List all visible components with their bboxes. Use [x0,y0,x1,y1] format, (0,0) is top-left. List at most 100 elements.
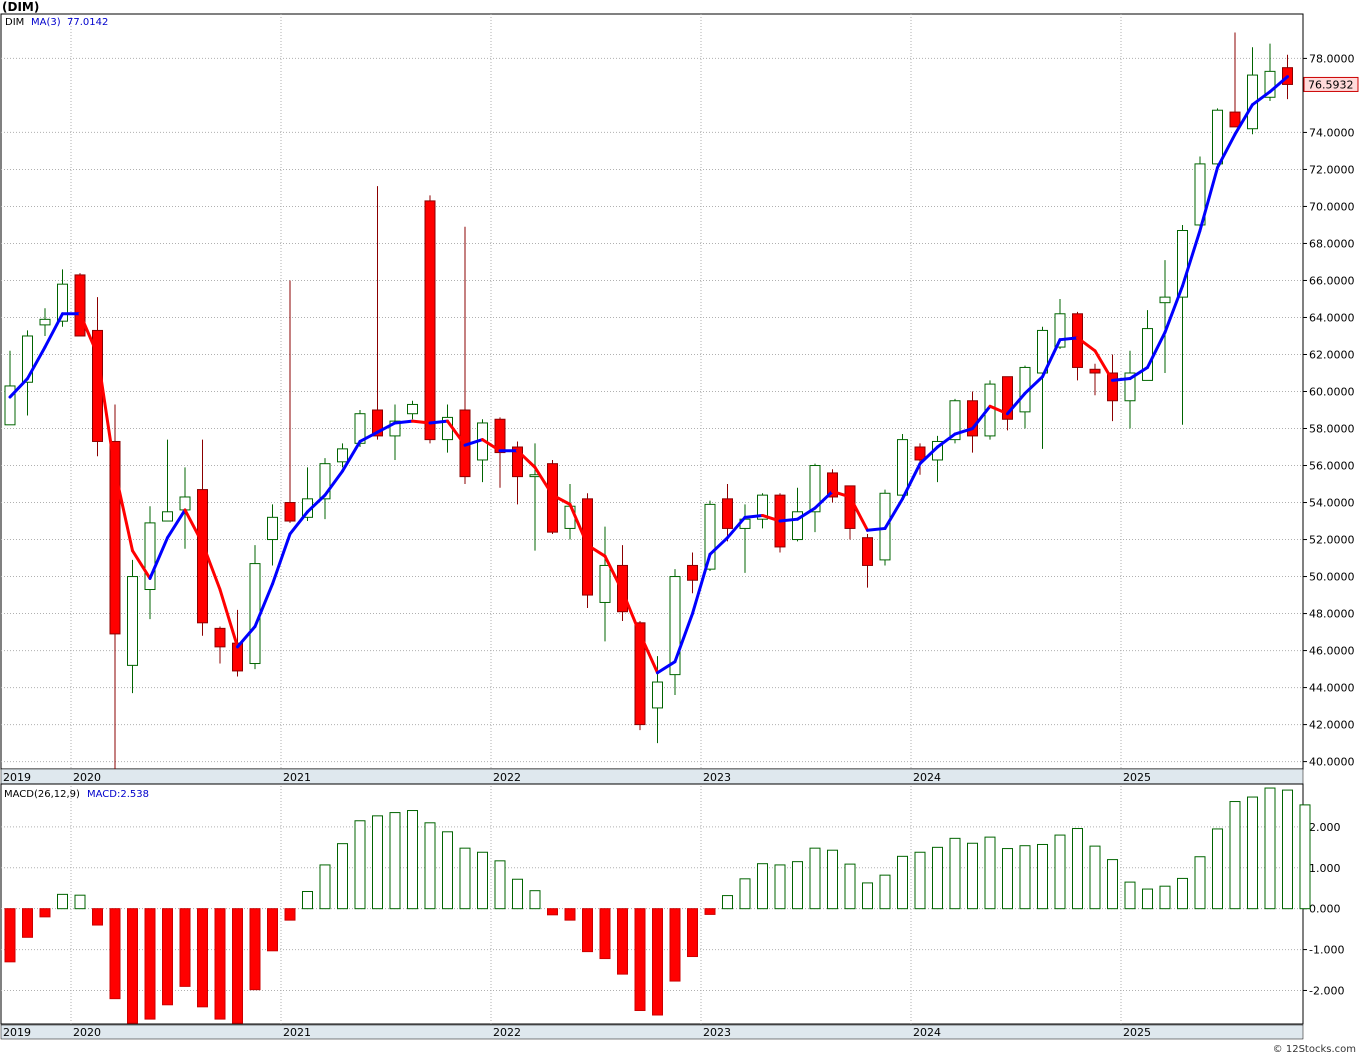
macd-bar-positive [442,831,453,910]
macd-bar-negative [634,908,646,1012]
macd-bar-positive [862,882,873,910]
candle-up [669,576,681,676]
macd-bar-positive [372,815,383,910]
ma-line-segment [988,404,1009,416]
macd-bar-negative [249,908,261,991]
candle-up [22,335,33,383]
macd-bar-positive [967,842,978,910]
ma-line-segment [26,345,47,381]
candle-up [179,496,191,511]
candle-up [949,400,961,441]
macd-bar-positive [529,890,541,910]
macd-bar-positive [512,878,523,910]
price-panel: 40.0000 42.0000 44.0000 46.0000 48.0000 50.00… [0,13,1359,785]
candle-up [809,465,821,513]
price-year-label: 2019 [3,771,31,784]
ma-line-segment [1181,229,1202,288]
ma-line-segment [761,513,782,523]
macd-bar-positive [459,847,471,910]
macd-bar-negative [687,908,698,958]
ma-line-segment [918,445,939,466]
ma-line-segment [778,517,799,523]
candle-up [4,385,16,426]
macd-bar-negative [162,908,173,1006]
macd-bar-negative [267,908,278,952]
macd-y-tick-label: -1.000 [1309,944,1344,957]
ma-line-segment [1146,330,1167,369]
macd-bar-positive [914,851,926,910]
macd-bar-positive [757,863,768,910]
candle-up [757,494,768,520]
macd-bar-positive [1107,859,1118,910]
ma-line-segment [1198,166,1219,233]
ma-line-segment [411,419,432,425]
price-y-tick-label: 70.0000 [1309,200,1355,213]
candle-up [127,576,138,666]
ma-line-segment [1023,375,1044,395]
macd-bar-positive [879,874,891,910]
candle-up [389,420,401,437]
candle-up [319,463,331,500]
macd-bar-positive [932,846,943,910]
ma-line-segment [586,543,607,558]
ma-line-segment [953,427,974,436]
macd-bar-positive [1019,845,1031,910]
ma-line-segment [568,502,589,547]
ma-line-segment [463,438,484,447]
ma-line-segment [446,419,467,447]
macd-bar-negative [582,908,593,953]
candle-down [372,409,383,437]
ma-line-segment [341,439,362,473]
ma-line-segment [1076,336,1097,353]
candle-up [792,511,803,541]
price-legend-ma: MA(3) [31,17,61,28]
ma-line-segment [1128,365,1149,381]
ma-line-segment [708,536,729,556]
candle-down [1229,111,1241,128]
price-legend-ma-value: 77.0142 [67,17,108,28]
macd-bar-positive [1142,888,1153,910]
macd-year-label: 2021 [283,1026,311,1039]
ma-line-segment [638,632,659,675]
price-year-label: 2023 [703,771,731,784]
macd-bar-positive [354,820,366,910]
candle-up [337,448,348,463]
macd-bar-positive [389,812,401,910]
ma-line-segment [813,489,834,510]
candle-down [1089,368,1101,374]
macd-bar-negative [564,908,576,921]
candle-down [722,498,733,529]
macd-year-label: 2022 [493,1026,521,1039]
price-y-tick-label: 66.0000 [1309,274,1355,287]
ma-line-segment [393,419,414,425]
ma-line-segment [971,404,992,431]
macd-bar-positive [1002,848,1013,910]
price-y-tick-label: 58.0000 [1309,423,1355,436]
ma-line-segment [288,510,309,536]
candle-down [214,627,226,648]
ma-line-segment [1251,90,1272,107]
macd-bar-negative [284,908,296,921]
price-y-tick-label: 64.0000 [1309,311,1355,324]
ma-line-segment [166,508,187,540]
macd-bar-positive [1247,796,1258,910]
ma-line-segment [866,526,887,532]
candle-up [1054,313,1066,348]
price-year-label: 2024 [913,771,941,784]
ma-line-segment [323,469,344,497]
macd-bar-negative [127,908,138,1024]
ma-line-segment [936,432,957,449]
ma-line-segment [1041,338,1062,379]
candle-down [914,446,926,461]
macd-bar-positive [74,894,86,910]
macd-bar-positive [809,847,821,910]
ma-line-segment [358,430,379,443]
candle-up [39,318,51,326]
ma-line-segment [113,469,134,553]
price-y-tick-label: 46.0000 [1309,645,1355,658]
ma-line-segment [253,582,274,629]
price-y-tick-label: 54.0000 [1309,497,1355,510]
macd-bar-positive [827,849,838,910]
chart-title: (DIM) [2,0,40,14]
